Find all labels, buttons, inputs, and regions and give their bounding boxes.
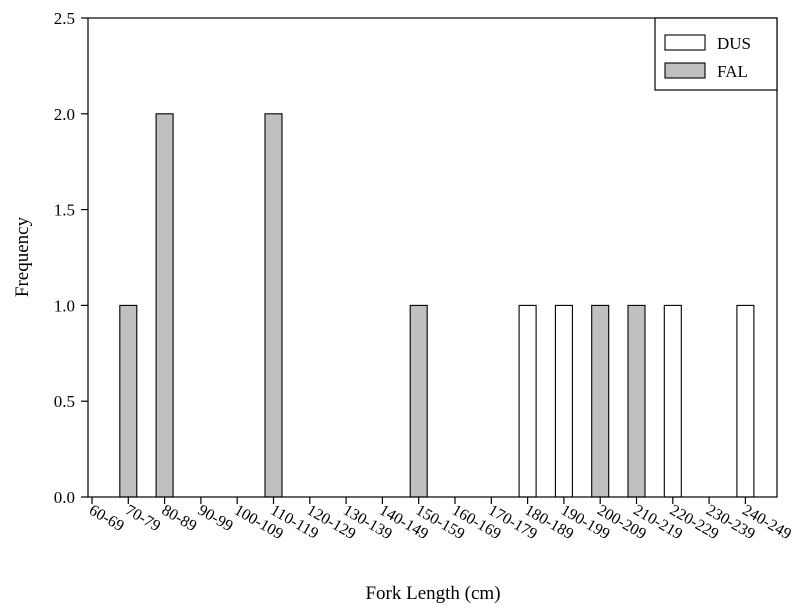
legend-box <box>654 17 778 91</box>
bar-fal-80-89 <box>155 113 174 498</box>
legend-swatch-fal <box>664 62 706 79</box>
bar-fal-210-219 <box>627 304 646 498</box>
y-axis-title: Frequency <box>12 216 33 297</box>
bar-fal-70-79 <box>119 304 138 498</box>
bar-fal-150-159 <box>409 304 428 498</box>
legend-swatch-dus <box>664 34 706 51</box>
legend-label-fal: FAL <box>717 62 748 81</box>
plot-frame <box>87 17 778 498</box>
y-tick-label: 0.5 <box>54 392 75 411</box>
x-tick-label-70-79: 70-79 <box>122 502 163 535</box>
bar-fal-200-209 <box>591 304 610 498</box>
legend: DUS FAL <box>654 17 778 91</box>
y-tick-label: 2.5 <box>54 9 75 28</box>
bar-dus-190-199 <box>554 304 573 498</box>
bar-dus-240-249 <box>736 304 755 498</box>
y-axis: 0.0 0.5 1.0 1.5 2.0 2.5 <box>54 9 88 507</box>
bar-dus-180-189 <box>518 304 537 498</box>
x-tick-label-80-89: 80-89 <box>159 502 200 535</box>
y-tick-label: 0.0 <box>54 488 75 507</box>
y-tick-label: 1.0 <box>54 296 75 315</box>
bar-dus-220-229 <box>663 304 682 498</box>
bar-fal-110-119 <box>264 113 283 498</box>
x-tick-label-90-99: 90-99 <box>195 502 236 535</box>
bars-layer <box>119 113 755 498</box>
x-axis-title: Fork Length (cm) <box>365 583 500 604</box>
legend-label-dus: DUS <box>717 34 751 53</box>
x-tick-label-60-69: 60-69 <box>86 502 127 535</box>
y-tick-label: 1.5 <box>54 201 75 220</box>
x-axis: 60-6970-7980-8990-99100-109110-119120-12… <box>86 497 794 543</box>
y-tick-label: 2.0 <box>54 105 75 124</box>
